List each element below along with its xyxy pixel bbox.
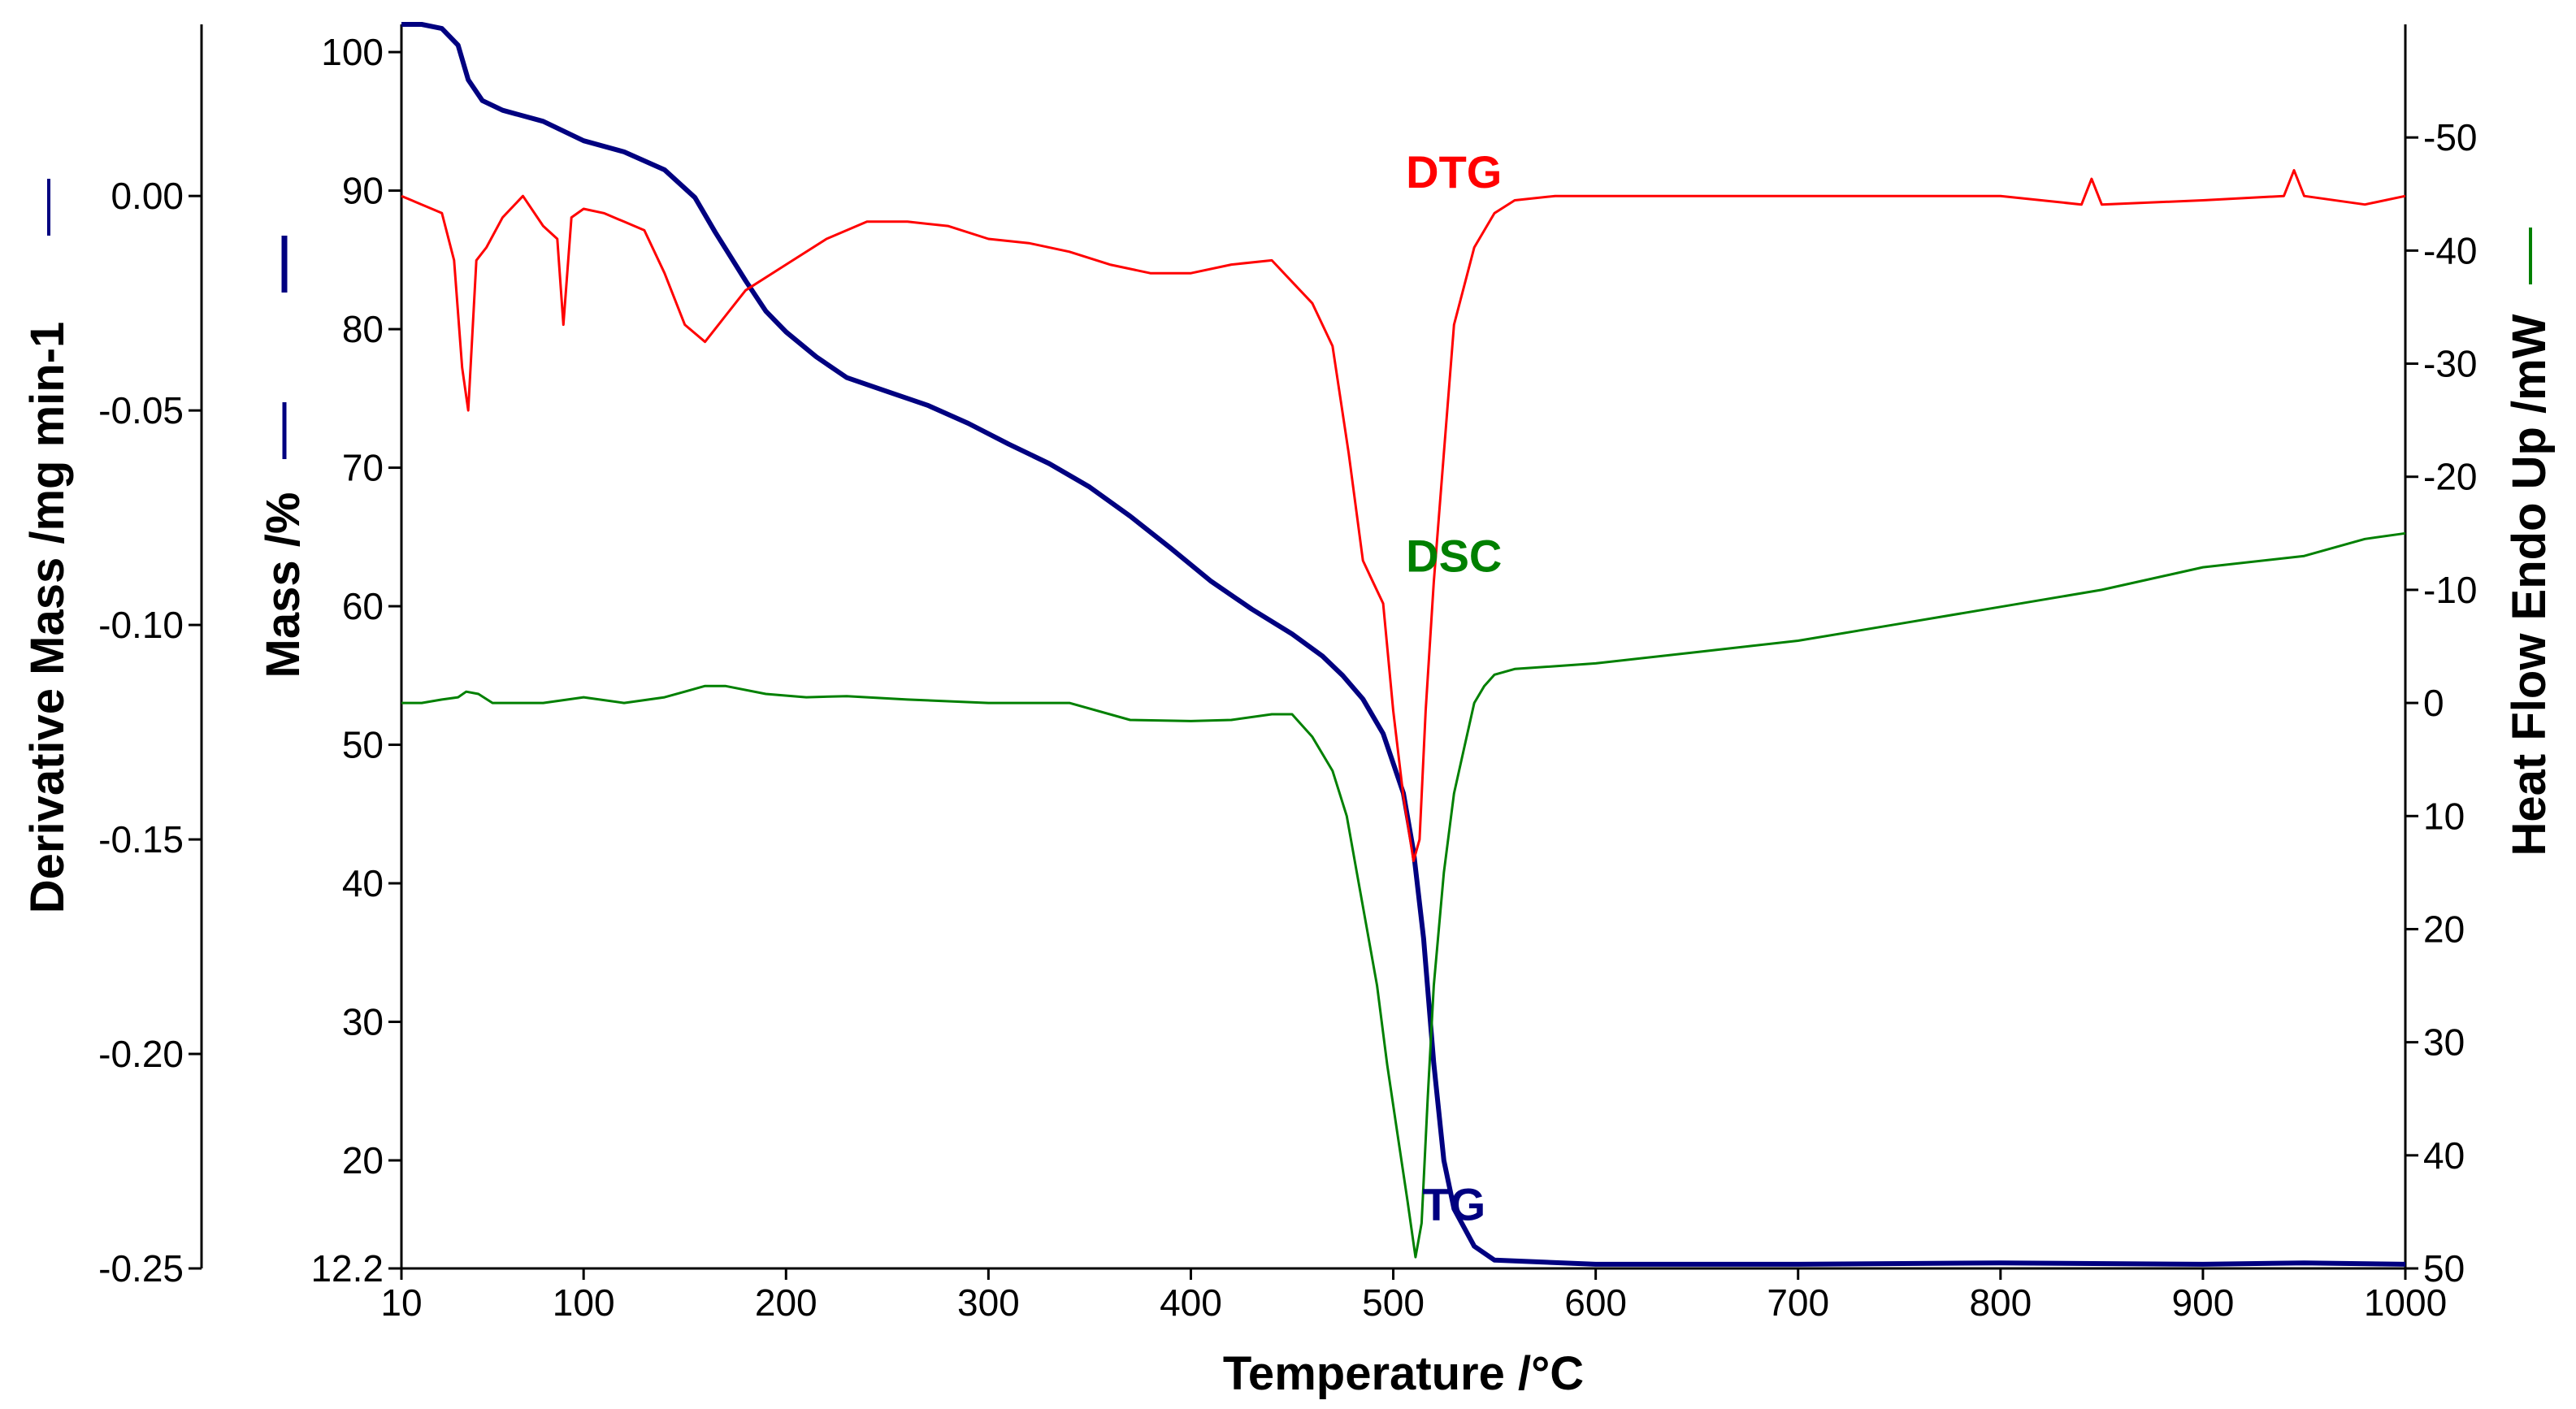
heatflow-tick-label: 50 (2423, 1247, 2465, 1290)
mass-tick-label: 100 (321, 31, 384, 73)
x-tick-label: 900 (2172, 1281, 2235, 1324)
heatflow-axis-title-group: Heat Flow Endo Up /mW (2503, 228, 2556, 856)
curve-label-dtg: DTG (1406, 146, 1502, 197)
mass-axis-title: Mass /% (257, 492, 310, 678)
heatflow-tick-label: 10 (2423, 795, 2465, 837)
heatflow-tick-label: -40 (2423, 229, 2477, 271)
mass-tick-label: 50 (342, 724, 384, 766)
x-tick-label: 600 (1564, 1281, 1627, 1324)
heatflow-axis-title: Heat Flow Endo Up /mW (2503, 314, 2556, 856)
heatflow-tick-label: 30 (2423, 1021, 2465, 1064)
derivative-axis-title-group: Derivative Mass /mg min-1 (21, 179, 74, 913)
series-dsc-line (401, 531, 2406, 1259)
heatflow-tick-label: 0 (2423, 682, 2444, 724)
mass-tick-label: 60 (342, 585, 384, 627)
heatflow-tick-label: -10 (2423, 569, 2477, 611)
heatflow-tick-label: 40 (2423, 1134, 2465, 1177)
heatflow-tick-label: 20 (2423, 908, 2465, 950)
x-axis-title: Temperature /°C (1223, 1347, 1584, 1400)
mass-tick-label: 70 (342, 447, 384, 489)
x-tick-label: 100 (553, 1281, 615, 1324)
derivative-tick-label: -0.25 (98, 1247, 184, 1290)
series-layer (401, 22, 2406, 1267)
mass-axis-title-group: Mass /% (257, 236, 310, 678)
mass-tick-label: 20 (342, 1139, 384, 1181)
mass-tick-label: 12.2 (310, 1247, 384, 1290)
x-tick-label: 500 (1362, 1281, 1425, 1324)
derivative-axis-title: Derivative Mass /mg min-1 (21, 322, 74, 914)
x-tick-label: 200 (755, 1281, 817, 1324)
mass-axis-ticks: 100 90 80 70 60 50 40 30 20 12.2 (310, 31, 401, 1290)
plot-frame (200, 24, 2407, 1270)
mass-tick-label: 90 (342, 170, 384, 212)
heatflow-tick-label: -30 (2423, 343, 2477, 385)
curve-labels: DTG DSC TG (1406, 146, 1502, 1229)
derivative-axis-ticks: 0.00 -0.05 -0.10 -0.15 -0.20 -0.25 (98, 175, 202, 1290)
x-tick-label: 400 (1160, 1281, 1222, 1324)
derivative-tick-label: -0.05 (98, 389, 184, 431)
x-tick-label: 1000 (2364, 1281, 2447, 1324)
derivative-tick-label: -0.10 (98, 604, 184, 646)
mass-tick-label: 80 (342, 308, 384, 350)
series-dtg-line (401, 169, 2406, 862)
heatflow-tick-label: -50 (2423, 116, 2477, 158)
x-tick-label: 300 (957, 1281, 1020, 1324)
curve-label-tg: TG (1422, 1178, 1485, 1229)
series-tg-line (401, 22, 2406, 1267)
curve-label-dsc: DSC (1406, 530, 1502, 581)
x-tick-label: 700 (1767, 1281, 1829, 1324)
derivative-tick-label: 0.00 (111, 175, 184, 217)
x-axis-ticks: 10 100 200 300 400 500 600 700 800 900 1000 (380, 1268, 2447, 1324)
x-tick-label: 800 (1969, 1281, 2032, 1324)
x-tick-label: 10 (380, 1281, 422, 1324)
heatflow-tick-label: -20 (2423, 456, 2477, 498)
derivative-tick-label: -0.20 (98, 1033, 184, 1075)
mass-tick-label: 30 (342, 1001, 384, 1043)
heatflow-axis-ticks: -50 -40 -30 -20 -10 0 10 20 30 40 50 (2405, 116, 2477, 1290)
mass-tick-label: 40 (342, 862, 384, 904)
derivative-tick-label: -0.15 (98, 818, 184, 861)
